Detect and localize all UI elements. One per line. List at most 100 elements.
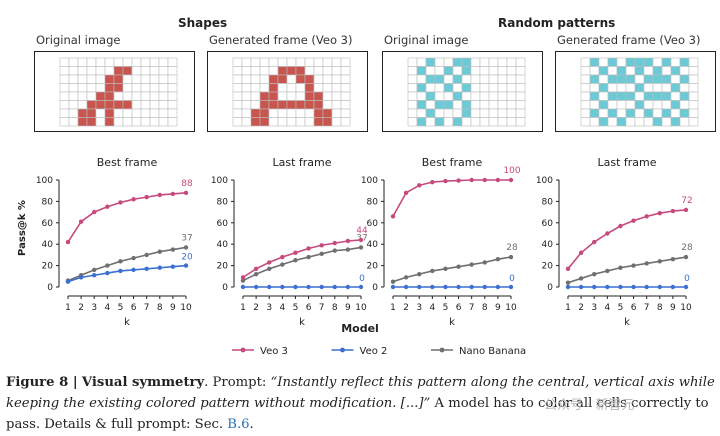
empty-cell bbox=[679, 83, 690, 93]
y-tick-label: 0 bbox=[547, 283, 553, 293]
filled-cell bbox=[313, 100, 324, 110]
empty-cell bbox=[95, 74, 106, 84]
data-point bbox=[118, 200, 123, 205]
chart-title: Best frame bbox=[422, 156, 483, 169]
empty-cell bbox=[616, 83, 627, 93]
data-point bbox=[469, 177, 474, 183]
x-tick-label: 1 bbox=[65, 303, 71, 313]
empty-cell bbox=[241, 57, 252, 67]
empty-cell bbox=[286, 91, 297, 101]
data-point bbox=[443, 266, 448, 272]
empty-cell bbox=[113, 108, 124, 118]
data-point bbox=[592, 284, 597, 290]
data-point bbox=[565, 284, 571, 290]
empty-cell bbox=[643, 117, 654, 127]
empty-cell bbox=[589, 66, 600, 76]
empty-cell bbox=[688, 74, 699, 84]
empty-cell bbox=[515, 117, 526, 127]
empty-cell bbox=[580, 83, 591, 93]
data-point bbox=[253, 266, 259, 272]
x-tick-label: 9 bbox=[170, 303, 176, 313]
filled-cell bbox=[634, 57, 645, 67]
x-tick-label: 3 bbox=[91, 303, 97, 313]
filled-cell bbox=[634, 83, 645, 93]
data-point bbox=[631, 284, 636, 290]
watermark: 公众号 · 新智元 bbox=[544, 398, 635, 413]
end-value-label: 44 bbox=[356, 226, 368, 236]
data-point bbox=[403, 190, 409, 196]
empty-cell bbox=[59, 91, 70, 101]
empty-cell bbox=[580, 74, 591, 84]
data-point bbox=[605, 268, 610, 274]
empty-cell bbox=[140, 117, 151, 127]
empty-cell bbox=[295, 83, 306, 93]
empty-cell bbox=[331, 100, 342, 110]
empty-cell bbox=[167, 74, 178, 84]
filled-cell bbox=[661, 57, 672, 67]
caption-section-link[interactable]: B.6 bbox=[227, 417, 250, 432]
empty-cell bbox=[580, 57, 591, 67]
data-point bbox=[644, 284, 649, 290]
empty-cell bbox=[443, 74, 454, 84]
data-point bbox=[390, 279, 396, 284]
empty-cell bbox=[131, 74, 142, 84]
panel-label-patterns-generated: Generated frame (Veo 3) bbox=[557, 33, 701, 47]
empty-cell bbox=[598, 91, 609, 101]
empty-cell bbox=[461, 117, 472, 127]
empty-cell bbox=[497, 83, 508, 93]
filled-cell bbox=[670, 66, 681, 76]
caption-rest: A model has to color all cells correctly… bbox=[6, 396, 709, 432]
empty-cell bbox=[140, 74, 151, 84]
empty-cell bbox=[167, 66, 178, 76]
empty-cell bbox=[580, 66, 591, 76]
data-point bbox=[417, 271, 422, 277]
filled-cell bbox=[670, 83, 681, 93]
data-point bbox=[508, 177, 514, 183]
empty-cell bbox=[241, 74, 252, 84]
data-point bbox=[417, 183, 422, 188]
empty-cell bbox=[86, 57, 97, 67]
data-point bbox=[565, 266, 571, 272]
filled-cell bbox=[277, 100, 288, 110]
legend-label: Veo 2 bbox=[360, 346, 388, 357]
empty-cell bbox=[259, 66, 270, 76]
empty-cell bbox=[434, 57, 445, 67]
x-tick-label: 7 bbox=[644, 303, 650, 313]
empty-cell bbox=[304, 108, 315, 118]
empty-cell bbox=[625, 66, 636, 76]
filled-cell bbox=[416, 100, 427, 110]
empty-cell bbox=[68, 83, 79, 93]
empty-cell bbox=[140, 108, 151, 118]
x-tick-label: 9 bbox=[495, 303, 501, 313]
filled-cell bbox=[268, 74, 279, 84]
empty-cell bbox=[470, 117, 481, 127]
empty-cell bbox=[113, 91, 124, 101]
x-tick-label: 2 bbox=[403, 303, 409, 313]
empty-cell bbox=[232, 108, 243, 118]
empty-cell bbox=[331, 117, 342, 127]
section-title-shapes: Shapes bbox=[178, 16, 228, 30]
empty-cell bbox=[461, 91, 472, 101]
shared-xlabel: Model bbox=[341, 322, 379, 335]
empty-cell bbox=[331, 83, 342, 93]
data-point bbox=[157, 249, 162, 254]
data-point bbox=[240, 275, 246, 280]
caption-after-title: . Prompt: bbox=[204, 375, 271, 390]
filled-cell bbox=[95, 100, 106, 110]
y-tick-label: 20 bbox=[42, 262, 54, 272]
empty-cell bbox=[407, 117, 418, 127]
empty-cell bbox=[68, 100, 79, 110]
data-point bbox=[240, 284, 246, 290]
empty-cell bbox=[616, 57, 627, 67]
empty-cell bbox=[68, 108, 79, 118]
filled-cell bbox=[652, 91, 663, 101]
empty-cell bbox=[158, 100, 169, 110]
empty-cell bbox=[497, 74, 508, 84]
empty-cell bbox=[479, 100, 490, 110]
x-tick-label: 10 bbox=[180, 303, 192, 313]
x-tick-label: 4 bbox=[279, 303, 285, 313]
empty-cell bbox=[131, 83, 142, 93]
empty-cell bbox=[688, 66, 699, 76]
empty-cell bbox=[232, 83, 243, 93]
empty-cell bbox=[86, 83, 97, 93]
